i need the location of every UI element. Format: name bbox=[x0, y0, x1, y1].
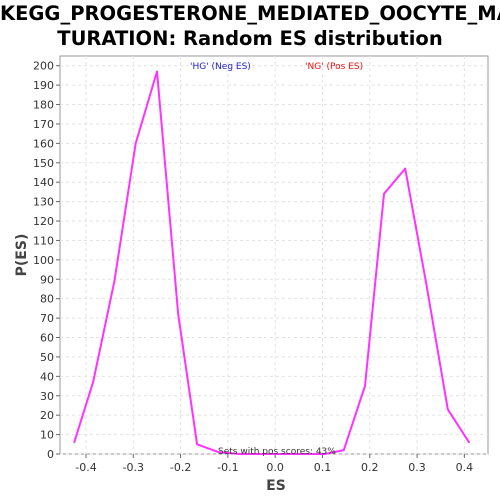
data-point bbox=[238, 453, 241, 455]
neg-es-label: 'HG' (Neg ES) bbox=[190, 62, 251, 72]
y-tick-label: 90 bbox=[40, 273, 54, 286]
y-tick-label: 80 bbox=[40, 293, 54, 306]
series-line bbox=[73, 70, 470, 455]
pos-scores-label: Sets with pos scores: 43% bbox=[218, 447, 336, 457]
data-point bbox=[92, 381, 94, 383]
x-tick-label: -0.3 bbox=[123, 461, 144, 474]
x-tick-label: 0.2 bbox=[361, 461, 379, 474]
y-tick-label: 140 bbox=[33, 176, 54, 189]
x-tick-label: 0.1 bbox=[314, 461, 332, 474]
y-tick-label: 100 bbox=[33, 254, 54, 267]
data-point bbox=[281, 453, 284, 455]
data-point bbox=[196, 443, 198, 446]
x-tick-label: 0.0 bbox=[266, 461, 284, 474]
data-point bbox=[383, 193, 385, 195]
plot-background bbox=[59, 55, 489, 455]
y-tick-label: 130 bbox=[33, 196, 54, 209]
data-point bbox=[113, 280, 116, 283]
y-tick-label: 200 bbox=[33, 60, 54, 73]
y-axis-title: P(ES) bbox=[14, 234, 30, 277]
data-point bbox=[404, 167, 407, 170]
data-point bbox=[302, 453, 305, 455]
y-tick-label: 10 bbox=[40, 429, 54, 442]
data-point bbox=[425, 284, 428, 286]
x-axis-ticks: -0.4 -0.3 -0.2 -0.1 0.0 0.1 0.2 0.3 0.4 bbox=[75, 454, 473, 474]
y-tick-label: 190 bbox=[33, 79, 54, 92]
y-axis-ticks: 0 10 20 30 40 50 60 70 80 90 100 110 120 130 140 150 160… bbox=[33, 60, 60, 461]
data-point bbox=[134, 142, 137, 145]
chart-title-line2: TURATION: Random ES distribution bbox=[57, 27, 443, 50]
data-point bbox=[260, 453, 262, 455]
x-axis-title: ES bbox=[266, 478, 286, 494]
x-tick-label: -0.1 bbox=[217, 461, 238, 474]
data-point bbox=[324, 453, 326, 455]
y-tick-label: 160 bbox=[33, 137, 54, 150]
data-point bbox=[217, 451, 220, 453]
data-point bbox=[364, 385, 366, 387]
y-tick-label: 60 bbox=[40, 332, 54, 345]
y-tick-label: 70 bbox=[40, 312, 54, 325]
data-point bbox=[342, 449, 345, 451]
y-tick-label: 110 bbox=[33, 234, 54, 247]
data-point bbox=[156, 70, 158, 73]
data-point bbox=[177, 313, 180, 316]
y-tick-label: 120 bbox=[33, 215, 54, 228]
pos-es-label: 'NG' (Pos ES) bbox=[305, 62, 363, 72]
y-tick-label: 170 bbox=[33, 118, 54, 131]
chart-title: KEGG_PROGESTERONE_MEDIATED_OOCYTE_MA TUR… bbox=[0, 1, 500, 51]
chart-title-line1: KEGG_PROGESTERONE_MEDIATED_OOCYTE_MA bbox=[0, 2, 500, 25]
y-tick-label: 150 bbox=[33, 157, 54, 170]
x-tick-label: 0.3 bbox=[408, 461, 426, 474]
y-tick-label: 20 bbox=[40, 409, 54, 422]
x-tick-label: -0.2 bbox=[170, 461, 191, 474]
data-point bbox=[468, 441, 470, 444]
y-tick-label: 40 bbox=[40, 370, 54, 383]
series-group bbox=[73, 70, 470, 455]
y-tick-label: 180 bbox=[33, 99, 54, 112]
y-tick-label: 30 bbox=[40, 390, 54, 403]
y-tick-label: 0 bbox=[47, 448, 54, 461]
y-tick-label: 50 bbox=[40, 351, 54, 364]
x-tick-label: 0.4 bbox=[456, 461, 474, 474]
x-tick-label: -0.4 bbox=[75, 461, 96, 474]
data-point bbox=[447, 408, 449, 411]
data-point bbox=[73, 441, 75, 444]
